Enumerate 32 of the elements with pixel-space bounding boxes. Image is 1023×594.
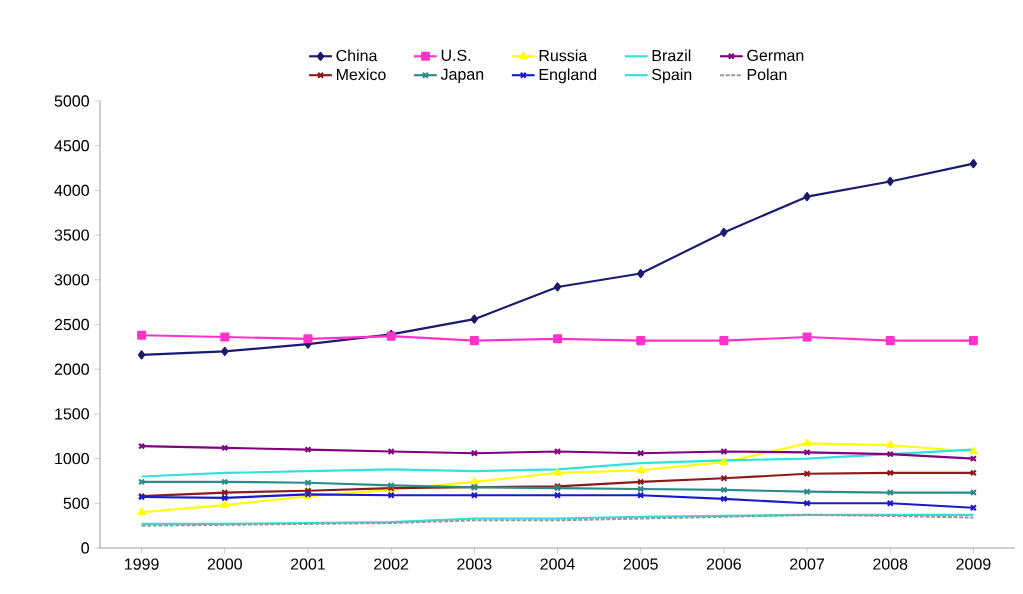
legend-label: Russia (539, 49, 588, 62)
legend-label: Polan (747, 68, 787, 81)
y-tick-label: 0 (81, 542, 89, 554)
legend-label: Brazil (652, 49, 691, 62)
x-tick-label: 2000 (207, 558, 242, 570)
x-tick-label: 2003 (457, 558, 492, 570)
x-tick-label: 1999 (125, 558, 159, 570)
x-tick-label: 2001 (290, 558, 325, 570)
x-tick-label: 2007 (790, 558, 825, 570)
legend-label: Mexico (336, 68, 386, 81)
y-tick-label: 4000 (54, 184, 89, 197)
y-tick-label: 4500 (54, 140, 89, 152)
y-tick-label: 1000 (55, 452, 89, 465)
legend-label: Japan (440, 68, 484, 84)
legend-label: German (747, 49, 804, 62)
x-tick-label: 2006 (706, 558, 741, 570)
legend-label: U.S. (441, 49, 471, 62)
y-tick-label: 500 (63, 497, 89, 509)
x-tick-label: 2009 (956, 558, 991, 570)
x-tick-label: 2004 (540, 558, 575, 570)
legend-label: Spain (652, 68, 692, 84)
y-tick-label: 3500 (54, 229, 89, 241)
legend-label: China (336, 49, 378, 62)
y-tick-label: 2500 (54, 318, 89, 331)
y-tick-label: 2000 (54, 363, 89, 375)
x-tick-label: 2005 (623, 558, 658, 570)
y-tick-label: 3000 (54, 274, 89, 286)
y-tick-label: 5000 (54, 95, 89, 107)
x-tick-label: 2008 (873, 558, 908, 570)
y-tick-label: 1500 (55, 408, 89, 420)
legend-label: England (539, 68, 597, 84)
x-tick-label: 2002 (374, 558, 409, 570)
